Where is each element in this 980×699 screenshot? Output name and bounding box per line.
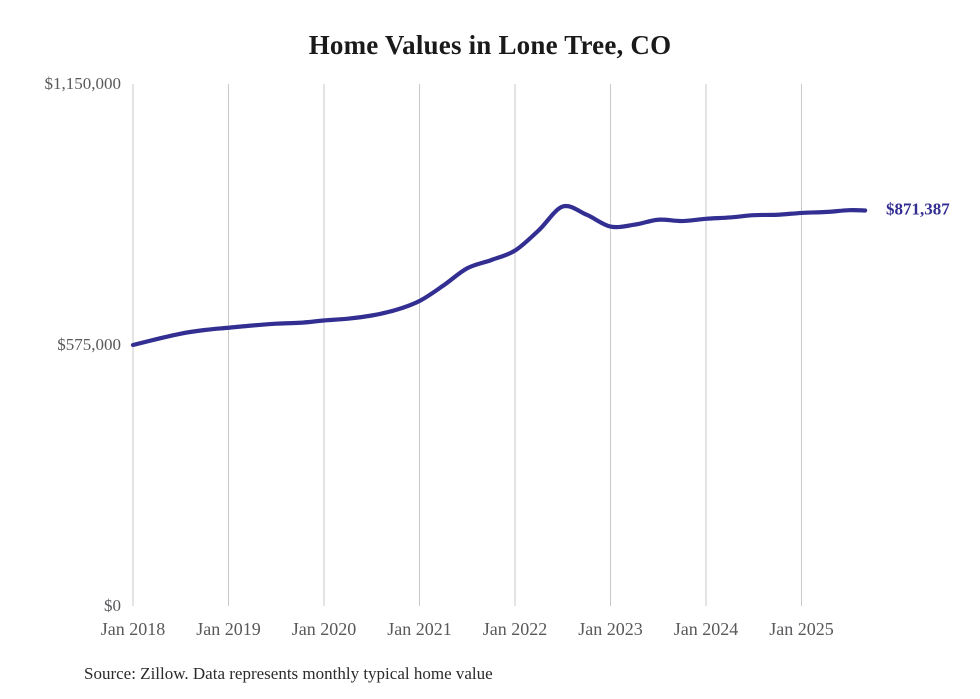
source-note: Source: Zillow. Data represents monthly … [84, 664, 493, 683]
x-tick-label-2023-01: Jan 2023 [578, 619, 643, 639]
x-tick-label-2025-01: Jan 2025 [769, 619, 834, 639]
y-tick-label-2: $0 [104, 596, 121, 615]
chart-title: Home Values in Lone Tree, CO [308, 30, 672, 60]
x-tick-label-2022-01: Jan 2022 [483, 619, 548, 639]
data-line-typical-home-value [130, 203, 868, 348]
y-tick-label-1: $575,000 [57, 335, 121, 354]
y-tick-label-0: $1,150,000 [45, 74, 122, 93]
x-axis-tick-labels: Jan 2018 Jan 2019 Jan 2020 Jan 2021 Jan 2022… [101, 619, 834, 639]
y-axis-tick-labels: $1,150,000 $575,000 $0 [45, 74, 122, 615]
x-tick-label-2020-01: Jan 2020 [292, 619, 357, 639]
x-tick-label-2018-01: Jan 2018 [101, 619, 166, 639]
x-tick-label-2024-01: Jan 2024 [674, 619, 739, 639]
x-tick-label-2019-01: Jan 2019 [196, 619, 261, 639]
gridlines [132, 84, 802, 606]
x-tick-label-2021-01: Jan 2021 [387, 619, 452, 639]
end-value-annotation: $871,387 [886, 199, 950, 218]
